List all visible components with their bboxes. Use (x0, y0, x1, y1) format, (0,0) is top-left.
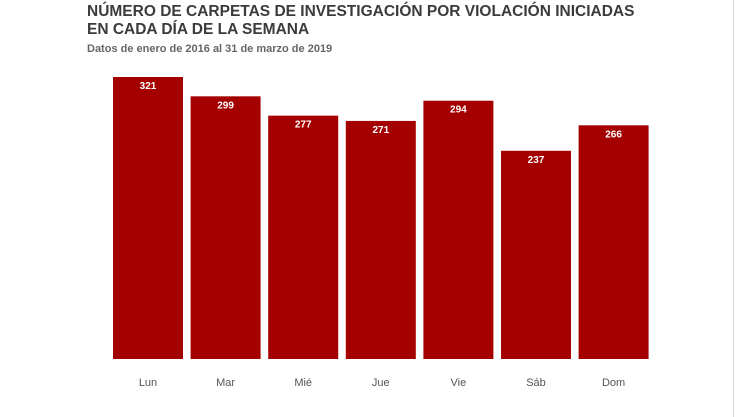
data-label-lun: 321 (140, 81, 157, 92)
data-label-vie: 294 (450, 105, 467, 116)
data-label-mie: 277 (295, 120, 312, 131)
data-label-sab: 237 (528, 155, 545, 166)
x-tick-label-vie: Vie (451, 377, 467, 389)
bar-mie (268, 115, 339, 359)
bar-dom (578, 125, 649, 360)
bar-sab (501, 150, 571, 359)
frame-divider (733, 0, 734, 417)
x-tick-label-jue: Jue (372, 377, 390, 389)
bar-mar (190, 96, 261, 360)
data-label-jue: 271 (372, 125, 389, 136)
data-label-mar: 299 (217, 100, 234, 111)
x-tick-label-mie: Mié (294, 377, 312, 389)
chart-title: NÚMERO DE CARPETAS DE INVESTIGACIÓN POR … (87, 3, 635, 38)
x-tick-label-dom: Dom (602, 377, 625, 389)
data-label-dom: 266 (605, 129, 622, 140)
x-tick-label-mar: Mar (216, 377, 235, 389)
x-tick-label-lun: Lun (139, 377, 157, 389)
x-tick-label-sab: Sáb (526, 377, 546, 389)
bar-jue (345, 120, 416, 359)
bar-lun (113, 77, 183, 359)
chart-subtitle: Datos de enero de 2016 al 31 de marzo de… (87, 43, 333, 55)
bar-vie (423, 100, 494, 359)
